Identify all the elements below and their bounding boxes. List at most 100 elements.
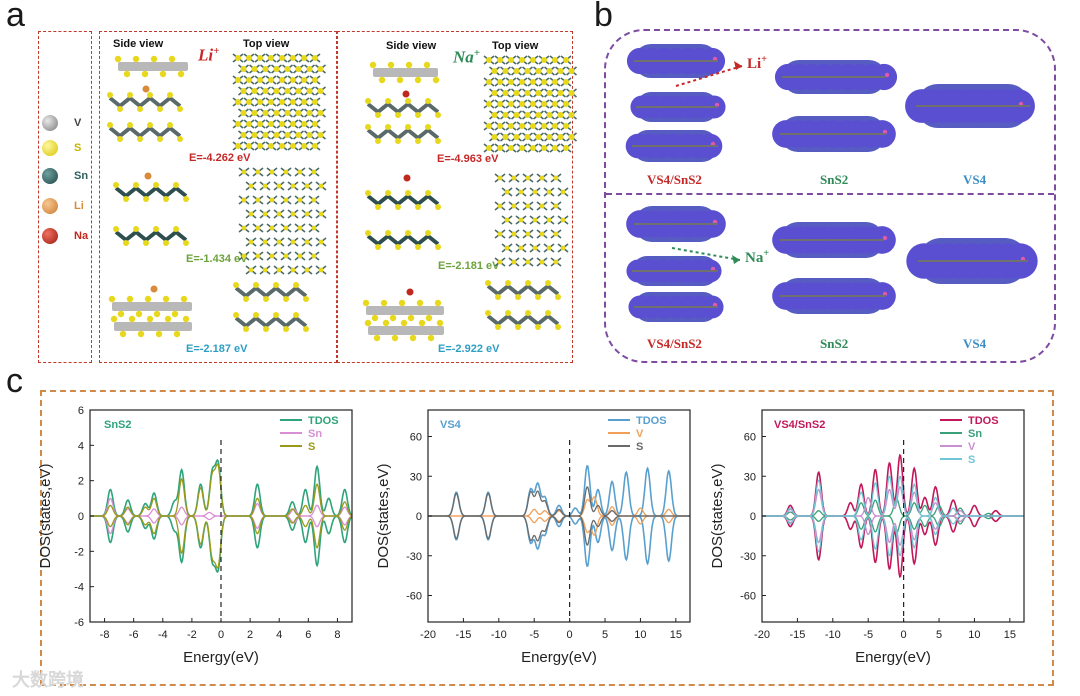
y-tick-label: 4 [78, 440, 84, 452]
x-axis-label: Energy(eV) [183, 649, 259, 666]
x-tick-label: -2 [187, 629, 197, 641]
legend-label: S [308, 441, 315, 453]
x-tick-label: -8 [100, 629, 110, 641]
legend-entry: Sn [280, 428, 322, 440]
legend-item-na: Na [42, 228, 98, 246]
legend-entry: S [608, 441, 643, 453]
li-energy-1: E=-4.262 eV [189, 152, 251, 164]
legend-label: Sn [968, 428, 982, 440]
x-axis-label: Energy(eV) [521, 649, 597, 666]
x-axis-label: Energy(eV) [855, 649, 931, 666]
x-tick-label: 4 [276, 629, 282, 641]
legend-label: TDOS [636, 415, 667, 427]
panel-label-a: a [6, 0, 25, 34]
y-axis-label: DOS(states,eV) [37, 463, 54, 568]
y-axis-label: DOS(states,eV) [375, 463, 392, 568]
na-ion-label: Na+ [453, 47, 481, 67]
ion-symbol: Li [198, 45, 214, 65]
y-axis-label: DOS(states,eV) [709, 463, 726, 568]
x-tick-label: -15 [455, 629, 471, 641]
ion-symbol: Li [747, 56, 762, 72]
x-tick-label: 2 [247, 629, 253, 641]
x-tick-label: 15 [1004, 629, 1016, 641]
x-tick-label: -5 [863, 629, 873, 641]
legend-label: S [968, 454, 975, 466]
x-tick-label: -6 [129, 629, 139, 641]
x-tick-label: 5 [936, 629, 942, 641]
chart-title: VS4/SnS2 [774, 419, 825, 431]
legend-label: Sn [74, 170, 89, 182]
na-side-view-label: Side view [386, 40, 437, 52]
x-tick-label: 0 [567, 629, 573, 641]
legend-label: Sn [308, 428, 322, 440]
x-tick-label: 10 [968, 629, 980, 641]
na-energy-2: E=-2.181 eV [438, 260, 500, 272]
legend-item-s: S [42, 140, 98, 158]
y-tick-label: -30 [740, 551, 756, 563]
y-tick-label: 30 [410, 471, 422, 483]
x-tick-label: -15 [789, 629, 805, 641]
x-tick-label: -10 [825, 629, 841, 641]
legend-label: V [74, 117, 82, 129]
legend-label: V [968, 441, 976, 453]
legend-item-li: Li [42, 198, 98, 216]
watermark: 大数跨境 [12, 670, 84, 690]
row-divider [606, 193, 1054, 195]
na-top-view-label: Top view [492, 40, 539, 52]
x-tick-label: 15 [670, 629, 682, 641]
na-energy-3: E=-2.922 eV [438, 343, 500, 355]
legend-label: S [636, 441, 643, 453]
li-side-view-label: Side view [113, 38, 164, 50]
series-tdos-spin-up [428, 464, 690, 517]
na-structures-box [337, 31, 573, 363]
y-tick-label: 30 [744, 471, 756, 483]
v-atom-icon [42, 115, 58, 131]
series-tdos-spin-down [428, 515, 690, 568]
y-tick-label: -6 [74, 617, 84, 629]
na-arrow-label: Na+ [745, 248, 770, 266]
legend-label: S [74, 142, 82, 154]
y-tick-label: -2 [74, 546, 84, 558]
legend-entry: S [940, 454, 975, 466]
legend-label: TDOS [968, 415, 999, 427]
legend-item-sn: Sn [42, 168, 98, 186]
x-tick-label: 10 [634, 629, 646, 641]
legend-label: V [636, 428, 644, 440]
y-tick-label: 0 [750, 511, 756, 523]
na-atom-icon [42, 228, 58, 244]
li-ion-label: Li+ [198, 45, 220, 65]
legend-label: Li [74, 200, 84, 212]
x-tick-label: -5 [529, 629, 539, 641]
legend-entry: V [940, 441, 976, 453]
legend-entry: V [608, 428, 644, 440]
bottom-label-sns2: SnS2 [820, 336, 849, 351]
top-label-sns2: SnS2 [820, 172, 849, 187]
legend-label: Na [74, 230, 89, 242]
charge-density-box [604, 29, 1056, 363]
legend-entry: TDOS [280, 415, 339, 427]
y-tick-label: 60 [744, 432, 756, 444]
x-tick-label: 5 [602, 629, 608, 641]
dos-panel-box [40, 390, 1054, 686]
x-tick-label: 8 [334, 629, 340, 641]
li-top-view-label: Top view [243, 38, 290, 50]
legend-entry: S [280, 441, 315, 453]
top-label-heterostructure: VS4/SnS2 [647, 172, 702, 187]
x-tick-label: 0 [218, 629, 224, 641]
legend-item-v: V [42, 115, 98, 133]
y-tick-label: -60 [406, 591, 422, 603]
panel-label-c: c [6, 362, 23, 400]
y-tick-label: -4 [74, 582, 84, 594]
x-tick-label: -4 [158, 629, 168, 641]
na-energy-1: E=-4.963 eV [437, 153, 499, 165]
y-tick-label: 0 [416, 511, 422, 523]
sn-atom-icon [42, 168, 58, 184]
dos-chart-1: -8 -6 -4 -2 0 2 4 6 8 -6 -4 -2 0 2 4 6 Energy(eV) DOS(sta… [37, 405, 353, 666]
legend-entry: TDOS [608, 415, 667, 427]
x-tick-label: -10 [491, 629, 507, 641]
y-tick-label: -30 [406, 551, 422, 563]
panel-label-b: b [594, 0, 613, 34]
y-tick-label: -60 [740, 591, 756, 603]
dos-chart-3: -20 -15 -10 -5 0 5 10 15 -60 -30 0 30 60 Energy(eV) DO… [709, 409, 1025, 666]
y-tick-label: 60 [410, 432, 422, 444]
